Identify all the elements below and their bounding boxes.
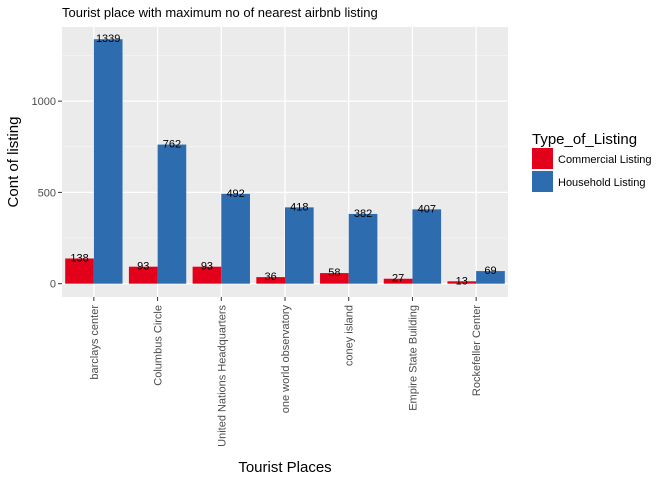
x-tick-label: coney island [344, 305, 356, 366]
x-tick-label: one world observatory [280, 305, 292, 414]
legend-title: Type_of_Listing [532, 131, 637, 148]
bar-value-label: 1339 [96, 33, 120, 45]
bar-value-label: 36 [265, 271, 277, 283]
bar-household [93, 39, 123, 284]
x-tick-label: Empire State Building [407, 305, 419, 411]
y-tick-label: 0 [50, 279, 56, 291]
y-tick-label: 500 [38, 187, 56, 199]
legend-swatch [532, 148, 553, 169]
x-axis: barclays center Columbus Circle United Nat… [89, 297, 483, 447]
x-tick-label: barclays center [89, 305, 101, 380]
legend-label: Household Listing [558, 177, 645, 189]
bar-household [285, 207, 314, 284]
bar-value-label: 27 [392, 273, 404, 285]
bar-value-label: 382 [354, 208, 372, 220]
bar-value-label: 418 [290, 201, 308, 213]
bar-value-label: 138 [70, 252, 88, 264]
x-tick-label: Rockefeller Center [471, 305, 483, 396]
legend: Type_of_Listing Commercial Listing Househ… [532, 131, 652, 192]
bar-commercial [192, 266, 222, 284]
bar-household [412, 209, 442, 284]
bar-value-label: 69 [484, 265, 496, 277]
chart-title: Tourist place with maximum no of nearest… [62, 5, 378, 20]
bar-household [157, 144, 187, 284]
bar-value-label: 407 [418, 203, 436, 215]
bar-value-label: 93 [137, 261, 149, 273]
bar-commercial [383, 278, 413, 284]
bar-commercial [320, 273, 349, 284]
bars [65, 39, 505, 284]
bar-value-label: 58 [328, 267, 340, 279]
bar-household [221, 193, 250, 284]
x-tick-label: United Nations Headquarters [216, 305, 228, 447]
bar-value-label: 762 [163, 139, 181, 151]
y-tick-label: 1000 [32, 96, 56, 108]
bar-value-label: 13 [456, 275, 468, 287]
bar-value-label: 492 [226, 188, 244, 200]
y-axis: 0 500 1000 [32, 96, 62, 291]
legend-swatch [532, 171, 553, 192]
bar-commercial [447, 281, 477, 284]
bar-household [348, 213, 378, 284]
bar-value-label: 93 [201, 261, 213, 273]
legend-items: Commercial Listing Household Listing [532, 148, 652, 192]
y-axis-title: Cont of listing [5, 117, 22, 208]
legend-label: Commercial Listing [558, 154, 652, 166]
bar-commercial [128, 266, 158, 284]
x-axis-title: Tourist Places [238, 459, 331, 476]
x-tick-label: Columbus Circle [153, 305, 165, 386]
bar-labels: 138 1339 93 762 93 492 36 418 58 382 27 407 13 69 [70, 33, 496, 287]
bar-household [476, 271, 505, 284]
bar-commercial [256, 277, 285, 284]
bar-commercial [65, 258, 94, 284]
